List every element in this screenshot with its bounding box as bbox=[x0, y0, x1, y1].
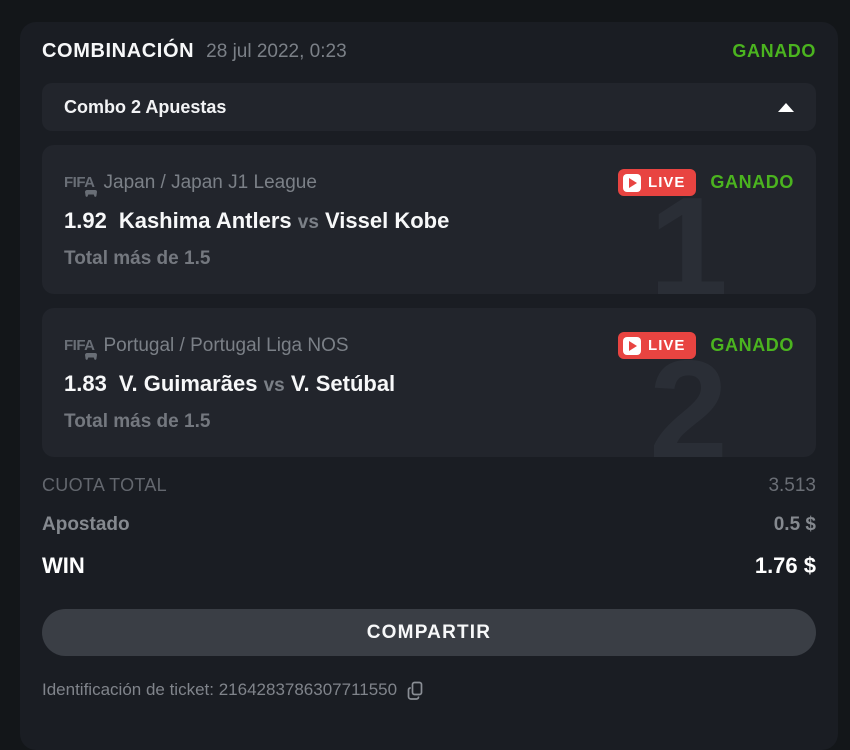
fifa-esports-icon: FIFA bbox=[64, 174, 98, 198]
ticket-id-value: 2164283786307711550 bbox=[218, 680, 398, 699]
ticket-type-title: COMBINACIÓN bbox=[42, 40, 195, 62]
bet-away-team: V. Setúbal bbox=[290, 371, 396, 396]
bet-home-team: V. Guimarães bbox=[118, 371, 258, 396]
bet-ticket-card: COMBINACIÓN 28 jul 2022, 0:23 GANADO Com… bbox=[20, 22, 838, 750]
bet-league: Japan / Japan J1 League bbox=[103, 171, 317, 193]
win-row: WIN 1.76 $ bbox=[42, 553, 816, 579]
bet-market-line: 1.92 Kashima Antlers vs Vissel Kobe bbox=[64, 208, 794, 234]
ticket-status-badge: GANADO bbox=[732, 41, 816, 61]
bet-vs-label: vs bbox=[263, 375, 285, 396]
bet-home-team: Kashima Antlers bbox=[118, 208, 292, 233]
bet-status-badge: GANADO bbox=[710, 172, 794, 192]
share-button[interactable]: COMPARTIR bbox=[42, 609, 816, 656]
bet-row-1: 1 FIFA Japan / Japan J1 League LIVE GANA… bbox=[42, 145, 816, 294]
ticket-header: COMBINACIÓN 28 jul 2022, 0:23 GANADO bbox=[42, 40, 816, 63]
combo-collapse-bar[interactable]: Combo 2 Apuestas bbox=[42, 83, 816, 131]
chevron-up-icon[interactable] bbox=[778, 102, 794, 112]
live-badge: LIVE bbox=[618, 169, 697, 196]
total-odds-value: 3.513 bbox=[768, 475, 816, 496]
bet-odds: 1.83 bbox=[64, 371, 107, 396]
play-icon bbox=[623, 173, 642, 192]
copy-ticket-id-button[interactable] bbox=[407, 681, 424, 700]
total-odds-label: CUOTA TOTAL bbox=[42, 475, 167, 495]
ticket-id-row: Identificación de ticket: 21642837863077… bbox=[42, 680, 816, 700]
bet-index-watermark: 1 bbox=[649, 168, 728, 295]
copy-icon bbox=[407, 681, 423, 700]
combo-label: Combo 2 Apuestas bbox=[64, 96, 227, 117]
ticket-datetime: 28 jul 2022, 0:23 bbox=[206, 41, 347, 62]
fifa-esports-icon: FIFA bbox=[64, 337, 98, 361]
bet-pick: Total más de 1.5 bbox=[64, 411, 211, 432]
total-odds-row: CUOTA TOTAL 3.513 bbox=[42, 475, 816, 497]
gamepad-icon bbox=[83, 351, 98, 361]
bet-status-badge: GANADO bbox=[710, 335, 794, 355]
bet-market-line: 1.83 V. Guimarães vs V. Setúbal bbox=[64, 371, 794, 397]
win-label: WIN bbox=[42, 553, 85, 578]
stake-value: 0.5 $ bbox=[773, 514, 816, 535]
gamepad-icon bbox=[83, 188, 98, 198]
bet-league: Portugal / Portugal Liga NOS bbox=[103, 334, 349, 356]
bet-away-team: Vissel Kobe bbox=[325, 208, 450, 233]
bet-vs-label: vs bbox=[297, 212, 319, 233]
bet-row-2: 2 FIFA Portugal / Portugal Liga NOS LIVE… bbox=[42, 308, 816, 457]
stake-row: Apostado 0.5 $ bbox=[42, 514, 816, 536]
stake-label: Apostado bbox=[42, 514, 130, 535]
bet-pick: Total más de 1.5 bbox=[64, 248, 211, 269]
bet-index-watermark: 2 bbox=[649, 331, 728, 458]
win-value: 1.76 $ bbox=[754, 553, 816, 578]
live-badge: LIVE bbox=[618, 332, 697, 359]
ticket-summary: CUOTA TOTAL 3.513 Apostado 0.5 $ WIN 1.7… bbox=[42, 475, 816, 579]
bet-odds: 1.92 bbox=[64, 208, 107, 233]
ticket-id-text: Identificación de ticket: 21642837863077… bbox=[42, 680, 398, 699]
play-icon bbox=[623, 336, 642, 355]
